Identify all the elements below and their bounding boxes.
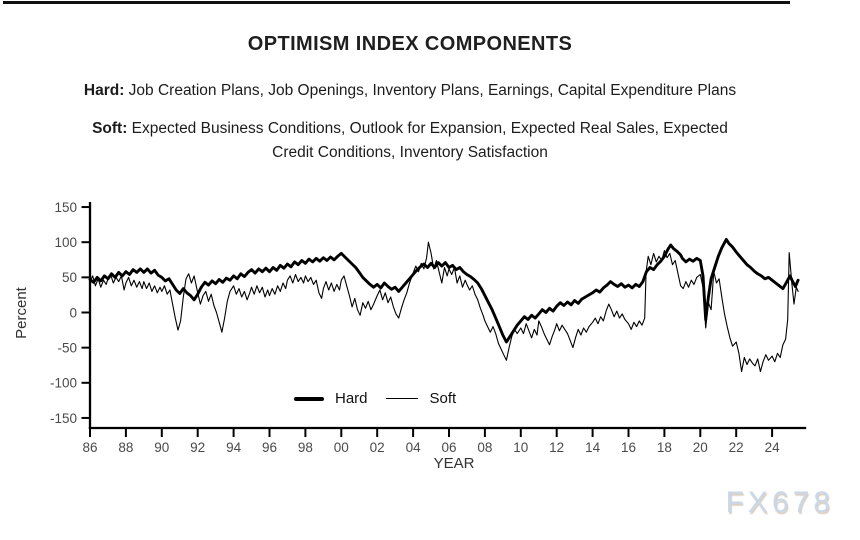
series-soft-line — [89, 241, 799, 373]
legend-soft-label: Soft — [429, 390, 457, 407]
x-tick-label: 14 — [585, 440, 601, 455]
subtitle-hard-text: Job Creation Plans, Job Openings, Invent… — [124, 82, 737, 99]
y-tick-label: 0 — [69, 305, 77, 320]
x-tick-label: 18 — [657, 440, 672, 455]
x-tick-label: 20 — [693, 440, 708, 455]
x-tick-label: 00 — [334, 440, 349, 455]
x-tick-label: 16 — [621, 440, 636, 455]
x-tick-label: 98 — [298, 440, 313, 455]
x-tick-label: 94 — [226, 440, 242, 455]
page-title: OPTIMISM INDEX COMPONENTS — [247, 33, 573, 55]
x-tick-label: 90 — [154, 440, 169, 455]
x-axis-title: YEAR — [434, 455, 475, 472]
x-tick-label: 10 — [513, 440, 528, 455]
legend-soft-line-swatch — [385, 398, 418, 399]
x-tick-label: 12 — [549, 440, 564, 455]
y-tick-label: -50 — [57, 340, 77, 355]
x-tick-label: 04 — [406, 440, 422, 455]
y-tick-label: 100 — [54, 235, 77, 250]
y-axis-title: Percent — [13, 286, 30, 339]
subtitle-soft-text2: Credit Conditions, Inventory Satisfactio… — [272, 144, 548, 161]
x-tick-label: 02 — [370, 440, 385, 455]
y-tick-label: -100 — [50, 376, 77, 391]
x-tick-label: 24 — [765, 440, 781, 455]
subtitle-soft-line2: Credit Conditions, Inventory Satisfactio… — [10, 141, 810, 165]
subtitle-hard: Hard: Job Creation Plans, Job Openings, … — [10, 79, 810, 103]
watermark: FX678 — [725, 486, 834, 519]
legend-hard-line-swatch — [294, 396, 324, 401]
x-tick-label: 96 — [262, 440, 277, 455]
x-tick-label: 08 — [477, 440, 492, 455]
x-tick-label: 22 — [729, 440, 744, 455]
y-tick-label: -150 — [50, 411, 77, 426]
y-tick-label: 150 — [54, 200, 77, 215]
y-tick-label: 50 — [62, 270, 77, 285]
x-tick-label: 86 — [82, 440, 97, 455]
top-rule — [3, 1, 790, 4]
subtitle-soft-text1: Expected Business Conditions, Outlook fo… — [127, 120, 728, 137]
x-tick-label: 06 — [441, 440, 456, 455]
chart-legend: Hard Soft — [294, 390, 456, 407]
subtitle-soft-line1: Soft: Expected Business Conditions, Outl… — [10, 117, 810, 141]
x-tick-label: 92 — [190, 440, 205, 455]
subtitle-hard-prefix: Hard: — [83, 82, 125, 99]
subtitle-soft-prefix: Soft: — [92, 120, 128, 137]
series-hard-line — [88, 237, 800, 344]
legend-hard-label: Hard — [335, 390, 368, 407]
x-tick-label: 88 — [118, 440, 133, 455]
